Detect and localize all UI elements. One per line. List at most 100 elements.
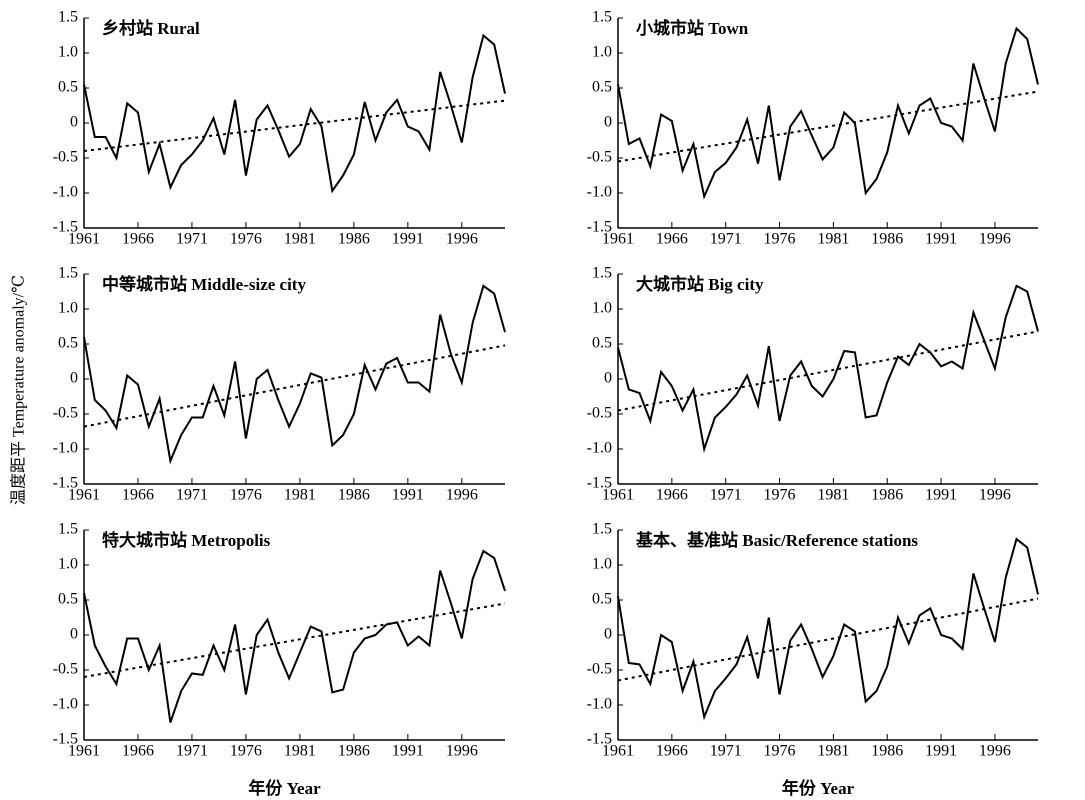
trend-line xyxy=(617,597,1039,682)
y-tick-label: -1.5 xyxy=(53,219,78,236)
x-tick-label: 1996 xyxy=(446,743,478,760)
x-tick-label: 1981 xyxy=(817,743,849,760)
x-tick-label: 1961 xyxy=(68,487,100,504)
x-tick-label: 1981 xyxy=(284,743,316,760)
y-axis-label: 温度距平 Temperature anomaly/℃ xyxy=(10,275,28,505)
y-tick-label: 0.5 xyxy=(58,591,78,608)
data-line xyxy=(83,33,506,194)
y-tick-label: -1.0 xyxy=(587,440,612,457)
data-line xyxy=(617,284,1039,453)
y-tick-label: -1.0 xyxy=(587,184,612,201)
x-tick-label: 1991 xyxy=(925,487,957,504)
x-tick-label: 1966 xyxy=(656,231,688,248)
x-tick-label: 1961 xyxy=(602,743,634,760)
y-tick-label: -1.5 xyxy=(587,475,612,492)
x-tick-label: 1971 xyxy=(710,487,742,504)
x-tick-label: 1996 xyxy=(979,743,1011,760)
x-tick-label: 1971 xyxy=(176,487,208,504)
y-tick-label: 0.5 xyxy=(58,79,78,96)
x-tick-label: 1966 xyxy=(656,743,688,760)
x-tick-label: 1976 xyxy=(764,231,796,248)
x-tick-label: 1991 xyxy=(392,743,424,760)
y-tick-label: -0.5 xyxy=(53,405,78,422)
panel-title: 中等城市站 Middle-size city xyxy=(102,274,306,294)
x-tick-label: 1971 xyxy=(710,743,742,760)
x-tick-label: 1986 xyxy=(871,231,903,248)
y-tick-label: 1.0 xyxy=(592,44,612,61)
x-tick-label: 1966 xyxy=(122,743,154,760)
x-tick-label: 1981 xyxy=(284,231,316,248)
y-tick-label: -1.5 xyxy=(587,219,612,236)
y-tick-label: -1.5 xyxy=(53,731,78,748)
y-tick-label: 1.5 xyxy=(58,9,78,26)
y-tick-label: -0.5 xyxy=(587,149,612,166)
y-tick-label: 1.5 xyxy=(58,521,78,538)
x-tick-label: 1966 xyxy=(122,487,154,504)
data-line xyxy=(83,284,506,465)
x-tick-label: 1976 xyxy=(230,487,262,504)
x-tick-label: 1961 xyxy=(602,231,634,248)
x-axis-label: 年份 Year xyxy=(782,778,855,798)
y-tick-label: 1.5 xyxy=(592,9,612,26)
panel-title: 基本、基准站 Basic/Reference stations xyxy=(635,530,918,550)
x-tick-label: 1991 xyxy=(392,487,424,504)
x-tick-label: 1986 xyxy=(871,743,903,760)
y-tick-label: -0.5 xyxy=(587,661,612,678)
y-tick-label: 1.0 xyxy=(592,556,612,573)
x-tick-label: 1961 xyxy=(68,231,100,248)
y-tick-label: -0.5 xyxy=(587,405,612,422)
y-tick-label: 0 xyxy=(604,626,612,643)
y-tick-label: 1.5 xyxy=(592,521,612,538)
y-tick-label: 1.0 xyxy=(58,300,78,317)
data-line xyxy=(617,26,1039,200)
x-tick-label: 1991 xyxy=(925,743,957,760)
x-tick-label: 1971 xyxy=(710,231,742,248)
x-tick-label: 1976 xyxy=(764,487,796,504)
trend-line xyxy=(83,99,506,152)
x-tick-label: 1986 xyxy=(871,487,903,504)
x-tick-label: 1976 xyxy=(230,231,262,248)
panel-title: 大城市站 Big city xyxy=(636,274,764,294)
y-tick-label: -1.0 xyxy=(53,440,78,457)
x-tick-label: 1986 xyxy=(338,231,370,248)
x-tick-label: 1991 xyxy=(925,231,957,248)
y-tick-label: 0 xyxy=(604,370,612,387)
y-tick-label: -0.5 xyxy=(53,149,78,166)
y-tick-label: 0.5 xyxy=(592,591,612,608)
x-tick-label: 1996 xyxy=(446,487,478,504)
panel-title: 乡村站 Rural xyxy=(102,18,200,38)
y-tick-label: -0.5 xyxy=(53,661,78,678)
x-tick-label: 1961 xyxy=(68,743,100,760)
y-tick-label: 1.0 xyxy=(592,300,612,317)
data-line xyxy=(83,549,506,723)
x-tick-label: 1976 xyxy=(764,743,796,760)
y-tick-label: 1.5 xyxy=(592,265,612,282)
y-tick-label: 0.5 xyxy=(58,335,78,352)
x-tick-label: 1971 xyxy=(176,743,208,760)
x-tick-label: 1996 xyxy=(979,487,1011,504)
y-tick-label: -1.0 xyxy=(53,184,78,201)
panel-title: 特大城市站 Metropolis xyxy=(102,530,271,550)
y-tick-label: 0 xyxy=(604,114,612,131)
trend-line xyxy=(617,90,1039,163)
x-tick-label: 1981 xyxy=(817,231,849,248)
y-tick-label: -1.0 xyxy=(53,696,78,713)
y-tick-label: -1.5 xyxy=(587,731,612,748)
x-tick-label: 1971 xyxy=(176,231,208,248)
x-tick-label: 1961 xyxy=(602,487,634,504)
x-tick-label: 1986 xyxy=(338,743,370,760)
y-tick-label: 0 xyxy=(70,370,78,387)
y-tick-label: 0.5 xyxy=(592,79,612,96)
y-tick-label: -1.0 xyxy=(587,696,612,713)
x-tick-label: 1981 xyxy=(817,487,849,504)
trend-line xyxy=(83,602,506,678)
y-tick-label: 1.0 xyxy=(58,556,78,573)
x-axis-label: 年份 Year xyxy=(248,778,321,798)
y-tick-label: 0 xyxy=(70,114,78,131)
x-tick-label: 1981 xyxy=(284,487,316,504)
x-tick-label: 1986 xyxy=(338,487,370,504)
y-tick-label: -1.5 xyxy=(53,475,78,492)
x-tick-label: 1991 xyxy=(392,231,424,248)
panel-title: 小城市站 Town xyxy=(636,18,749,38)
